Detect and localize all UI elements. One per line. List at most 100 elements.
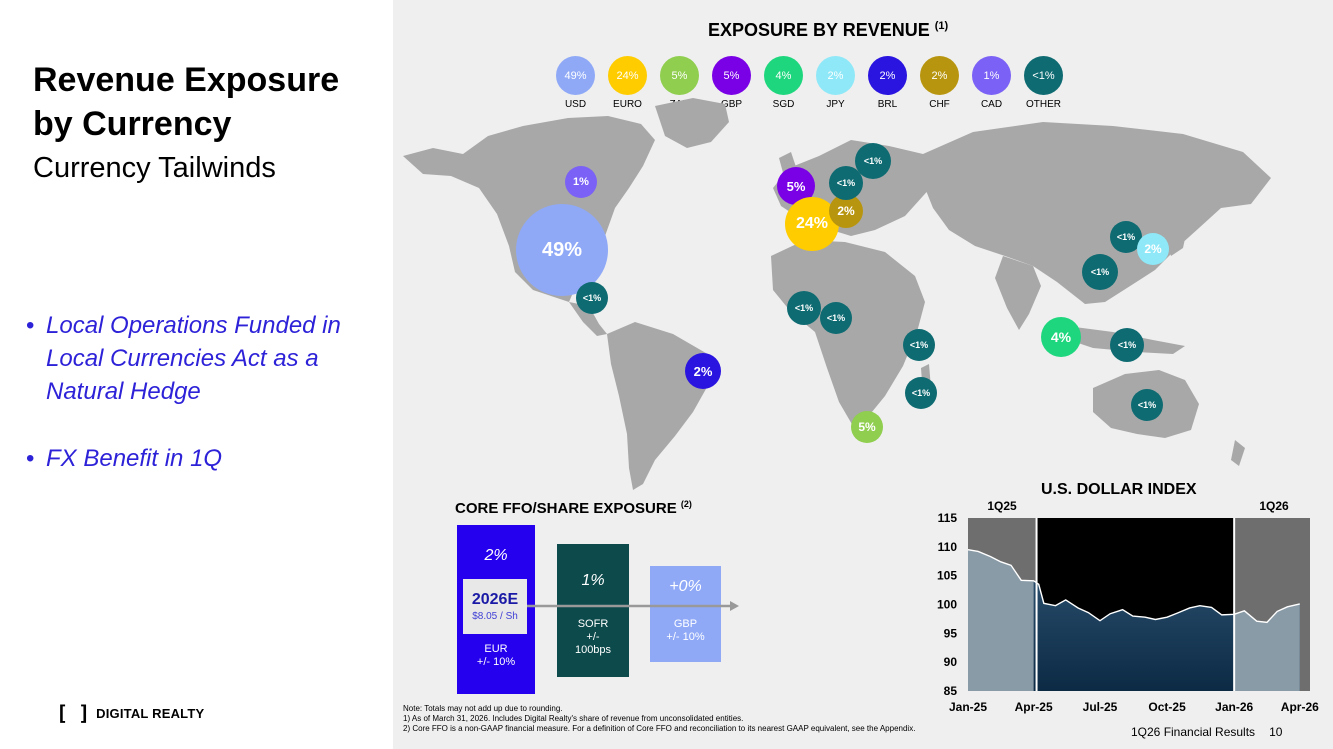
ffo-bar-label-line: +/- 10% xyxy=(666,631,705,643)
y-tick-label: 110 xyxy=(938,540,958,554)
x-tick-label: Jan-25 xyxy=(949,700,987,714)
ffo-title-note: (2) xyxy=(680,499,692,509)
ffo-bar-label-line: GBP xyxy=(673,618,698,630)
map-bubble: 5% xyxy=(851,411,883,443)
map-bubble: <1% xyxy=(1110,221,1142,253)
legend-item: 1% CAD xyxy=(972,56,1011,110)
map-bubble: <1% xyxy=(1131,389,1163,421)
ffo-bar-label-line: +/- 10% xyxy=(476,656,516,668)
map-bubble: <1% xyxy=(1110,328,1144,362)
usd-index-area-1q25 xyxy=(968,549,1034,691)
ffo-bar-label: EUR +/- 10% xyxy=(457,643,535,669)
map-bubble: 1% xyxy=(565,166,597,198)
ffo-bar-label: GBP +/- 10% xyxy=(650,618,721,644)
ffo-center-title: 2026E xyxy=(471,591,519,608)
y-tick-label: 95 xyxy=(944,626,958,640)
legend-label: GBP xyxy=(720,99,743,110)
map-bubble: 4% xyxy=(1041,317,1081,357)
revenue-title-note: (1) xyxy=(934,20,949,32)
central-america xyxy=(569,302,607,336)
legend-item: 24% EURO xyxy=(608,56,647,110)
footer: 1Q26 Financial Results 10 xyxy=(1131,725,1282,739)
legend-item: 2% JPY xyxy=(816,56,855,110)
ffo-bar-pct: 1% xyxy=(581,572,605,589)
legend-dot: 5% xyxy=(712,56,751,95)
ffo-center-box: 2026E $8.05 / Sh xyxy=(463,579,527,634)
legend-label: OTHER xyxy=(1026,99,1061,110)
y-tick-label: 115 xyxy=(938,511,958,525)
asia xyxy=(923,122,1271,304)
japan xyxy=(1167,212,1189,256)
footnotes: Note: Totals may not add up due to round… xyxy=(403,704,915,734)
legend-item: 49% USD xyxy=(556,56,595,110)
legend-label: USD xyxy=(564,99,587,110)
y-tick-label: 105 xyxy=(937,569,957,583)
map-bubble: <1% xyxy=(903,329,935,361)
legend-label: SGD xyxy=(772,99,795,110)
usd-index-line xyxy=(967,549,1300,624)
x-tick-label: Apr-26 xyxy=(1281,700,1319,714)
ffo-bar-label-line: EUR xyxy=(484,643,508,655)
new-zealand xyxy=(1231,440,1245,466)
map-bubble: 2% xyxy=(1137,233,1169,265)
ffo-bar: +0% GBP +/- 10% xyxy=(650,566,721,662)
legend-item: 4% SGD xyxy=(764,56,803,110)
legend-label: CHF xyxy=(929,99,950,110)
legend-item: 2% CHF xyxy=(920,56,959,110)
ffo-bar-pct: 2% xyxy=(484,547,508,564)
ffo-arrow-head xyxy=(730,601,739,611)
y-tick-label: 100 xyxy=(937,598,957,612)
map-bubble: <1% xyxy=(787,291,821,325)
x-tick-label: Oct-25 xyxy=(1148,700,1186,714)
legend-item: 2% BRL xyxy=(868,56,907,110)
usd-chart-title: U.S. DOLLAR INDEX xyxy=(1041,481,1197,498)
legend-label: JPY xyxy=(826,99,845,110)
legend-dot: 2% xyxy=(920,56,959,95)
legend-dot: 2% xyxy=(868,56,907,95)
bullet-list: Local Operations Funded in Local Currenc… xyxy=(24,309,384,509)
legend-dot: 1% xyxy=(972,56,1011,95)
legend-dot: 5% xyxy=(660,56,699,95)
south-america xyxy=(607,322,711,490)
map-bubble: 2% xyxy=(685,353,721,389)
x-tick-label: Apr-25 xyxy=(1015,700,1053,714)
footnote: Note: Totals may not add up due to round… xyxy=(403,704,563,713)
ffo-bar: 1% SOFR +/- 100bps xyxy=(557,544,629,677)
map-bubble: <1% xyxy=(855,143,891,179)
footnote: 2) Core FFO is a non-GAAP financial meas… xyxy=(403,724,916,733)
legend-dot: <1% xyxy=(1024,56,1063,95)
ffo-bar-pct: +0% xyxy=(669,578,702,595)
map-bubble: <1% xyxy=(820,302,852,334)
footnote: 1) As of March 31, 2026. Includes Digita… xyxy=(403,714,744,723)
ffo-bar-label-line: 100bps xyxy=(574,644,612,656)
ffo-title: CORE FFO/SHARE EXPOSURE (2) xyxy=(455,499,692,517)
x-tick-label: Jul-25 xyxy=(1083,700,1118,714)
company-logo: [ ] DIGITAL REALTY xyxy=(56,701,204,725)
y-tick-label: 90 xyxy=(944,655,958,669)
logo-mark: [ ] xyxy=(56,701,90,725)
left-panel: Revenue Exposure by Currency Currency Ta… xyxy=(0,0,393,749)
title-line-1: Revenue Exposure xyxy=(33,61,340,99)
revenue-title-text: EXPOSURE BY REVENUE xyxy=(708,20,930,40)
bullet-item: Local Operations Funded in Local Currenc… xyxy=(24,309,384,408)
ffo-bar-label-line: SOFR xyxy=(577,618,609,630)
legend-item: <1% OTHER xyxy=(1024,56,1063,110)
x-tick-label: Jan-26 xyxy=(1215,700,1253,714)
legend-dot: 24% xyxy=(608,56,647,95)
ffo-title-text: CORE FFO/SHARE EXPOSURE xyxy=(455,500,677,517)
greenland xyxy=(655,98,729,148)
ffo-bar-label: SOFR +/- 100bps xyxy=(557,618,629,657)
legend-label: BRL xyxy=(877,99,898,110)
legend-dot: 2% xyxy=(816,56,855,95)
legend-dot: 4% xyxy=(764,56,803,95)
y-tick-label: 85 xyxy=(944,684,958,698)
africa xyxy=(771,240,925,426)
bullet-item: FX Benefit in 1Q xyxy=(24,442,384,475)
legend-label: CAD xyxy=(980,99,1003,110)
page-number: 10 xyxy=(1269,725,1283,739)
map-bubble: <1% xyxy=(905,377,937,409)
page-subtitle: Currency Tailwinds xyxy=(33,152,276,184)
legend-item: 5% GBP xyxy=(712,56,751,110)
